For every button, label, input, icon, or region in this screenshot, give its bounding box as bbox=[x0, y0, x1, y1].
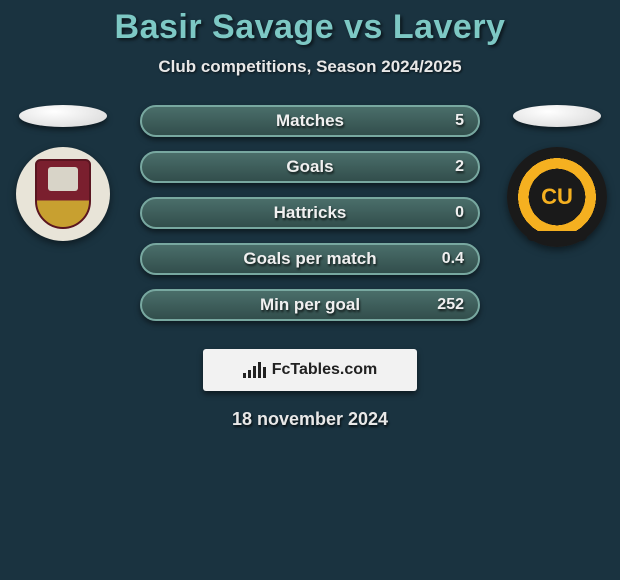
comparison-title: Basir Savage vs Lavery bbox=[0, 8, 620, 47]
club-right-crest: CU bbox=[507, 147, 607, 247]
stat-row: Hattricks 0 bbox=[140, 197, 480, 229]
stat-label: Min per goal bbox=[260, 295, 360, 315]
stat-label: Matches bbox=[276, 111, 344, 131]
brand-footer: FcTables.com bbox=[203, 349, 417, 391]
player-right-column: CU bbox=[502, 105, 612, 247]
shield-icon bbox=[35, 159, 91, 229]
stat-value-right: 0.4 bbox=[442, 250, 464, 268]
stat-label: Goals per match bbox=[243, 249, 376, 269]
brand-name: FcTables.com bbox=[272, 361, 378, 379]
stat-row: Goals per match 0.4 bbox=[140, 243, 480, 275]
comparison-subtitle: Club competitions, Season 2024/2025 bbox=[0, 57, 620, 77]
stat-label: Hattricks bbox=[274, 203, 347, 223]
player-right-avatar bbox=[513, 105, 601, 127]
stat-row: Min per goal 252 bbox=[140, 289, 480, 321]
stat-value-right: 2 bbox=[455, 158, 464, 176]
bar-chart-icon bbox=[243, 362, 266, 378]
stat-row: Matches 5 bbox=[140, 105, 480, 137]
stat-value-right: 5 bbox=[455, 112, 464, 130]
player-left-column bbox=[8, 105, 118, 241]
stat-label: Goals bbox=[286, 157, 333, 177]
stat-value-right: 0 bbox=[455, 204, 464, 222]
stat-value-right: 252 bbox=[437, 296, 464, 314]
club-right-initials: CU bbox=[531, 171, 583, 223]
snapshot-date: 18 november 2024 bbox=[0, 409, 620, 430]
stats-column: Matches 5 Goals 2 Hattricks 0 Goals per match 0… bbox=[118, 105, 502, 335]
club-left-crest bbox=[16, 147, 110, 241]
player-left-avatar bbox=[19, 105, 107, 127]
stat-row: Goals 2 bbox=[140, 151, 480, 183]
